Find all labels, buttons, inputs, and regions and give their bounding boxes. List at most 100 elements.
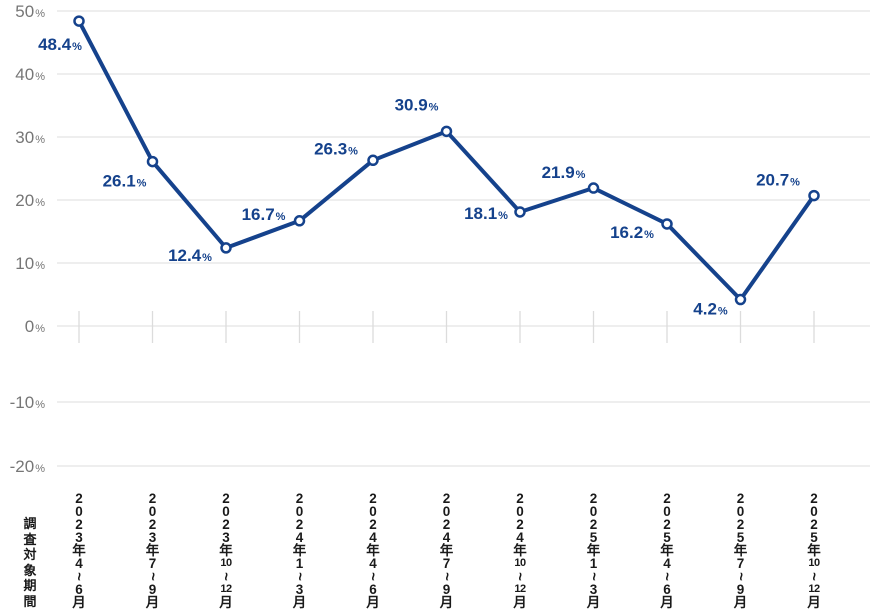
x-axis-label-char: 7 [148,556,157,571]
x-axis-label-char: ~ [364,572,382,581]
x-axis-label-char: 9 [148,582,157,597]
data-point [587,182,600,194]
x-axis-label-char: 7 [442,556,451,571]
x-axis-label-char: 6 [369,582,377,597]
x-axis-label-char: 4 [75,556,83,571]
x-axis-label-char: 2 [736,491,745,506]
data-point-label: 48.4% [38,35,82,54]
x-axis-label-char: 0 [442,504,451,519]
x-axis-label-char: 4 [663,556,671,571]
x-axis-label-char: 月 [660,595,674,610]
x-axis-label-char: 2 [148,517,157,532]
x-axis-label-char: 10 [514,557,526,569]
x-axis-label: 2 0 2 4 年 10 ~12 月 [511,492,529,610]
y-axis-tick-label: 20% [15,191,45,210]
x-axis-label-char: 月 [292,595,307,610]
x-axis-label-char: 月 [219,595,233,610]
x-axis-label-char: 5 [589,530,598,545]
x-axis-label-char: 2 [295,517,304,532]
x-axis-label: 2 0 2 3 年 4 ~6 月 [70,491,87,610]
data-point [514,206,526,218]
data-point-label: 16.7% [242,205,286,224]
x-axis-label-char: 月 [513,595,527,610]
x-axis-label-char: 9 [442,582,451,597]
x-axis-label-char: ~ [511,572,529,581]
data-point [146,155,159,168]
x-axis-label-char: 0 [75,504,83,519]
x-axis-label-char: ~ [217,572,235,581]
x-axis-label: 2 0 2 4 年 4 ~6 月 [364,492,382,610]
x-axis-label-char: 12 [220,583,232,595]
x-axis-label-char: 0 [148,504,157,519]
x-axis-label-char: 年 [733,543,748,558]
x-axis-label-char: 0 [589,504,598,519]
x-axis-label-char: 月 [807,595,821,610]
data-point [73,15,85,27]
x-axis-caption-char: 対 [23,547,37,562]
x-axis-label-char: 2 [148,491,157,506]
x-axis-label-char: 2 [589,491,598,506]
x-axis-label-char: 2 [810,491,818,506]
data-point [220,242,232,254]
data-point-label: 21.9% [542,163,586,182]
x-axis-label-char: 0 [516,504,524,519]
x-axis-label-char: 1 [589,556,598,571]
data-point-label: 26.3% [314,139,358,158]
y-axis-tick-label: -20% [10,457,46,476]
x-axis-label-char: 2 [663,491,671,506]
x-axis-label-char: 0 [222,504,230,519]
x-axis-label-char: 年 [586,543,601,558]
x-axis-label-char: 2 [736,517,745,532]
x-axis-label-char: 2 [75,491,83,506]
x-axis-label-char: ~ [731,572,749,581]
x-axis-label-char: 月 [733,595,748,610]
data-point-label: 16.2% [610,223,654,242]
x-axis-label: 2 0 2 3 年 10 ~12 月 [217,492,235,610]
data-point-label: 12.4% [168,246,212,265]
x-axis-caption: 調査対象期間 [23,516,36,609]
x-axis-label-char: 2 [75,517,83,532]
x-axis-label-char: 年 [366,543,380,558]
x-axis-label-char: 月 [439,595,454,610]
x-axis-label-char: 0 [810,504,818,519]
data-point [661,218,673,230]
data-point [367,154,379,167]
x-axis-caption-char: 期 [23,578,37,593]
x-axis-label: 2 0 2 4 年 1 ~3 月 [291,492,308,610]
x-axis-label-char: 0 [663,504,671,519]
x-axis-label-char: 3 [222,530,230,545]
x-axis-label: 2 0 2 4 年 7 ~9 月 [437,492,455,610]
x-axis-label-char: 10 [808,557,820,569]
x-axis-label: 2 0 2 3 年 7 ~9 月 [144,491,161,610]
x-axis-label-char: 12 [514,583,526,595]
x-axis-label-char: ~ [805,572,823,581]
x-axis-label-char: 0 [295,504,304,519]
x-axis-label-char: 年 [219,543,233,558]
y-axis-tick-label: 10% [15,254,45,273]
x-axis-label-char: 4 [516,530,524,545]
x-axis-label-char: 2 [589,517,598,532]
x-axis-caption-char: 査 [23,531,37,547]
x-axis-label-char: ~ [437,572,455,581]
x-axis-label-char: 4 [442,530,451,545]
x-axis-label-char: 2 [810,517,818,532]
x-axis-label-char: 4 [369,556,377,571]
x-axis-label-char: 年 [439,543,454,558]
x-axis-label-char: 5 [736,530,745,545]
data-point [734,293,747,306]
y-axis-tick-label: 30% [15,128,45,147]
x-axis-label-char: 年 [292,543,307,558]
data-point [293,215,306,227]
x-axis-label-char: 2 [516,517,524,532]
x-axis-label-char: 3 [295,582,304,597]
x-axis-label: 2 0 2 5 年 1 ~3 月 [585,491,602,610]
y-axis-tick-label: 50% [15,2,45,21]
x-axis-label-char: 2 [369,517,377,532]
x-axis-label-char: 5 [810,530,818,545]
x-axis-label-char: 5 [663,530,671,545]
x-axis-label-char: 年 [72,543,86,558]
x-axis-label-char: 3 [148,530,157,545]
x-axis-label-char: 6 [75,582,83,597]
x-axis-caption-char: 調 [23,516,37,531]
